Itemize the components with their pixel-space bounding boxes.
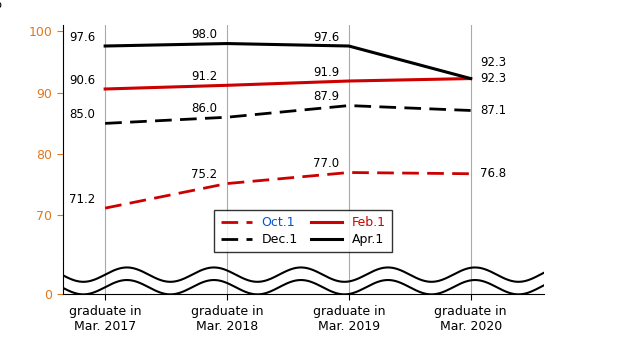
Text: 91.9: 91.9: [313, 66, 339, 79]
Text: 92.3: 92.3: [481, 72, 506, 85]
Text: 71.2: 71.2: [69, 193, 96, 206]
Text: 92.3: 92.3: [481, 56, 506, 69]
Text: 98.0: 98.0: [191, 28, 218, 41]
Text: 87.9: 87.9: [313, 90, 339, 103]
Text: 85.0: 85.0: [69, 108, 96, 121]
Text: 87.1: 87.1: [481, 104, 506, 117]
Text: 77.0: 77.0: [313, 157, 339, 170]
Text: 86.0: 86.0: [191, 102, 218, 115]
Legend: Oct.1, Dec.1, Feb.1, Apr.1: Oct.1, Dec.1, Feb.1, Apr.1: [214, 210, 392, 252]
Text: 97.6: 97.6: [69, 31, 96, 43]
Text: 90.6: 90.6: [69, 74, 96, 87]
Text: 76.8: 76.8: [481, 167, 506, 180]
Text: %: %: [0, 0, 2, 11]
Text: 91.2: 91.2: [191, 70, 218, 83]
Text: 75.2: 75.2: [191, 168, 218, 181]
Text: 97.6: 97.6: [313, 31, 339, 43]
